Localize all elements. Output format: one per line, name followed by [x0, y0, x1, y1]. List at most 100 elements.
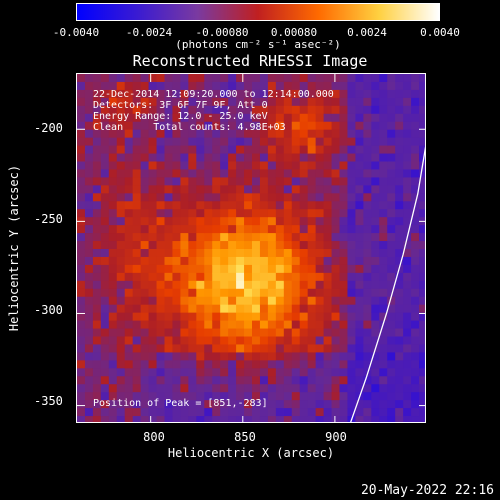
heatmap-cell [116, 201, 126, 210]
colorbar-tick-label: 0.0040 [420, 26, 460, 39]
heatmap-cell [371, 209, 380, 218]
heatmap-cell [156, 249, 166, 258]
heatmap-cell [156, 177, 166, 186]
heatmap-cell [188, 304, 197, 314]
heatmap-cell [411, 304, 420, 314]
heatmap-cell [291, 376, 301, 385]
heatmap-cell [132, 89, 142, 99]
heatmap-cell [172, 97, 181, 107]
heatmap-cell [267, 113, 277, 123]
heatmap-cell [275, 89, 285, 99]
heatmap-cell [419, 368, 425, 377]
heatmap-cell [220, 264, 229, 274]
heatmap-cell [275, 74, 285, 83]
heatmap-cell [172, 368, 181, 377]
heatmap-cell [355, 328, 364, 338]
heatmap-cell [124, 105, 134, 115]
heatmap-cell [84, 400, 94, 409]
heatmap-cell [403, 376, 412, 385]
heatmap-cell [252, 312, 261, 322]
heatmap-cell [323, 225, 333, 234]
heatmap-cell [307, 416, 317, 422]
heatmap-cell [291, 129, 301, 139]
heatmap-cell [148, 193, 158, 202]
heatmap-cell [148, 249, 158, 258]
heatmap-cell [411, 336, 420, 346]
heatmap-cell [331, 185, 341, 194]
heatmap-cell [275, 288, 285, 298]
heatmap-cell [291, 360, 301, 369]
heatmap-cell [307, 288, 317, 298]
heatmap-cell [403, 169, 412, 178]
heatmap-cell [228, 129, 237, 139]
heatmap-cell [124, 74, 134, 83]
heatmap-cell [395, 97, 404, 107]
heatmap-cell [140, 185, 150, 194]
heatmap-cell [347, 129, 356, 139]
heatmap-cell [180, 312, 189, 322]
heatmap-cell [275, 336, 285, 346]
heatmap-cell [188, 185, 197, 194]
heatmap-cell [116, 408, 126, 417]
heatmap-cell [77, 280, 86, 290]
heatmap-cell [108, 360, 118, 369]
heatmap-cell [100, 249, 110, 258]
heatmap-cell [299, 288, 309, 298]
heatmap-cell [315, 169, 325, 178]
heatmap-cell [419, 153, 425, 163]
heatmap-cell [77, 137, 86, 147]
heatmap-cell [323, 264, 333, 274]
heatmap-cell [220, 137, 229, 147]
heatmap-cell [315, 217, 325, 226]
heatmap-cell [172, 416, 181, 422]
heatmap-cell [84, 264, 94, 274]
heatmap-cell [355, 81, 364, 91]
heatmap-cell [220, 233, 229, 242]
heatmap-cell [379, 153, 388, 163]
heatmap-cell [315, 408, 325, 417]
heatmap-cell [132, 384, 142, 393]
heatmap-cell [347, 153, 356, 163]
heatmap-cell [156, 89, 166, 99]
heatmap-cell [92, 392, 102, 401]
heatmap-cell [180, 328, 189, 338]
heatmap-cell [252, 129, 261, 139]
heatmap-cell [172, 336, 181, 346]
heatmap-cell [236, 177, 245, 186]
heatmap-cell [275, 376, 285, 385]
heatmap-cell [291, 201, 301, 210]
heatmap-cell [363, 217, 372, 226]
heatmap-cell [307, 336, 317, 346]
heatmap-cell [228, 113, 237, 123]
heatmap-cell [196, 400, 205, 409]
heatmap-cell [323, 304, 333, 314]
heatmap-cell [371, 129, 380, 139]
heatmap-cell [403, 344, 412, 353]
heatmap-cell [283, 97, 293, 107]
heatmap-cell [116, 137, 126, 147]
heatmap-cell [363, 336, 372, 346]
heatmap-cell [291, 328, 301, 338]
heatmap-cell [252, 113, 261, 123]
heatmap-cell [92, 193, 102, 202]
heatmap-cell [347, 312, 356, 322]
heatmap-cell [244, 169, 253, 178]
heatmap-cell [252, 225, 261, 234]
heatmap-cell [371, 161, 380, 171]
heatmap-cell [228, 241, 237, 250]
heatmap-cell [172, 225, 181, 234]
heatmap-cell [259, 408, 269, 417]
heatmap-cell [299, 137, 309, 147]
heatmap-cell [275, 105, 285, 115]
heatmap-cell [339, 201, 349, 210]
heatmap-cell [252, 161, 261, 171]
heatmap-cell [379, 97, 388, 107]
heatmap-cell [244, 81, 253, 91]
heatmap-cell [164, 408, 174, 417]
heatmap-cell [108, 384, 118, 393]
heatmap-cell [84, 233, 94, 242]
heatmap-cell [283, 249, 293, 258]
heatmap-cell [411, 225, 420, 234]
heatmap-cell [267, 169, 277, 178]
heatmap-cell [363, 209, 372, 218]
